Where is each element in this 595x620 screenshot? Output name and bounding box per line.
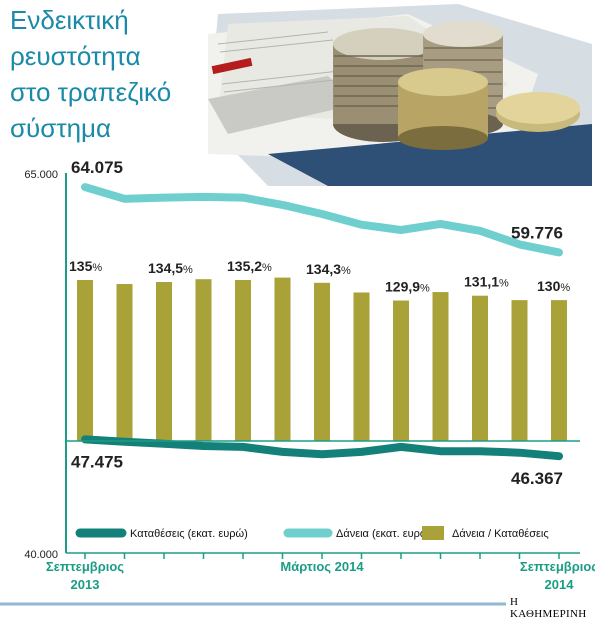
- y-tick-label: 40.000: [24, 549, 58, 561]
- deposits-line: [81, 435, 563, 461]
- ratio-value-label: 134,5%: [148, 260, 193, 276]
- ratio-value-label: 129,9%: [385, 279, 430, 295]
- legend-label-loans: Δάνεια (εκατ. ευρώ): [336, 528, 432, 540]
- coins-newspaper-photo: [208, 4, 592, 186]
- ratio-value-label: 130%: [537, 278, 570, 294]
- ratio-bar: [551, 300, 567, 441]
- axes: 65.000 40.000: [0, 169, 580, 606]
- x-tick-label: Σεπτεμβριος: [520, 559, 595, 574]
- y-tick-label: 65.000: [24, 169, 58, 181]
- ratio-bar: [235, 280, 251, 441]
- series-lines: [81, 183, 563, 461]
- x-tick-label: 2013: [71, 577, 100, 592]
- ratio-bar: [195, 279, 212, 441]
- percent-sign: %: [183, 264, 193, 276]
- legend: Καταθέσεις (εκατ. ευρώ) Δάνεια (εκατ. ευρ…: [75, 526, 549, 540]
- ratio-bar: [432, 292, 449, 441]
- ratio-bar: [393, 300, 409, 441]
- ratio-value-label: 135%: [69, 258, 102, 274]
- percent-sign: %: [420, 283, 430, 295]
- x-tick-label: Μάρτιος 2014: [280, 559, 364, 574]
- deposits-value-label: 47.475: [71, 452, 123, 471]
- chart-title: Ενδεικτική ρευστότητα στο τραπεζικό σύστ…: [10, 2, 210, 146]
- source-credit: Η ΚΑΘΗΜΕΡΙΝΗ: [510, 596, 587, 620]
- title-line-2: ρευστότητα: [10, 41, 141, 71]
- percent-sign: %: [341, 265, 351, 277]
- value-labels: 64.075 59.776 47.475 46.367 135% 134,5% 135,2%…: [69, 158, 570, 488]
- ratio-bar: [77, 280, 93, 441]
- legend-label-ratio: Δάνεια / Καταθέσεις: [452, 528, 549, 540]
- loans-value-label: 59.776: [511, 223, 563, 242]
- title-line-3: στο τραπεζικό: [10, 77, 172, 107]
- title-line-4: σύστημα: [10, 113, 112, 143]
- ratio-value-label: 135,2%: [227, 258, 272, 274]
- loans-value-label: 64.075: [71, 158, 123, 177]
- deposits-value-label: 46.367: [511, 469, 563, 488]
- percent-sign: %: [262, 262, 272, 274]
- ratio-bars: [77, 277, 567, 441]
- ratio-bar: [472, 295, 488, 441]
- ratio-bar: [116, 284, 133, 441]
- ratio-bar: [353, 292, 370, 441]
- legend-label-deposits: Καταθέσεις (εκατ. ευρώ): [130, 528, 248, 540]
- x-axis-ticks: Σεπτεμβριος 2013 Μάρτιος 2014 Σεπτεμβριος 20…: [46, 559, 595, 592]
- x-tick-label: 2014: [545, 577, 575, 592]
- legend-swatch-ratio: [422, 526, 444, 540]
- ratio-bar: [511, 300, 528, 441]
- loans-line: [81, 183, 563, 257]
- percent-sign: %: [499, 278, 509, 290]
- ratio-value-label: 131,1%: [464, 274, 509, 290]
- percent-sign: %: [560, 282, 570, 294]
- ratio-value-label: 134,3%: [306, 261, 351, 277]
- x-tick-label: Σεπτεμβριος: [46, 559, 124, 574]
- ratio-bar: [274, 277, 291, 441]
- ratio-bar: [314, 282, 330, 441]
- title-line-1: Ενδεικτική: [10, 5, 129, 35]
- percent-sign: %: [92, 262, 102, 274]
- ratio-bar: [156, 282, 172, 441]
